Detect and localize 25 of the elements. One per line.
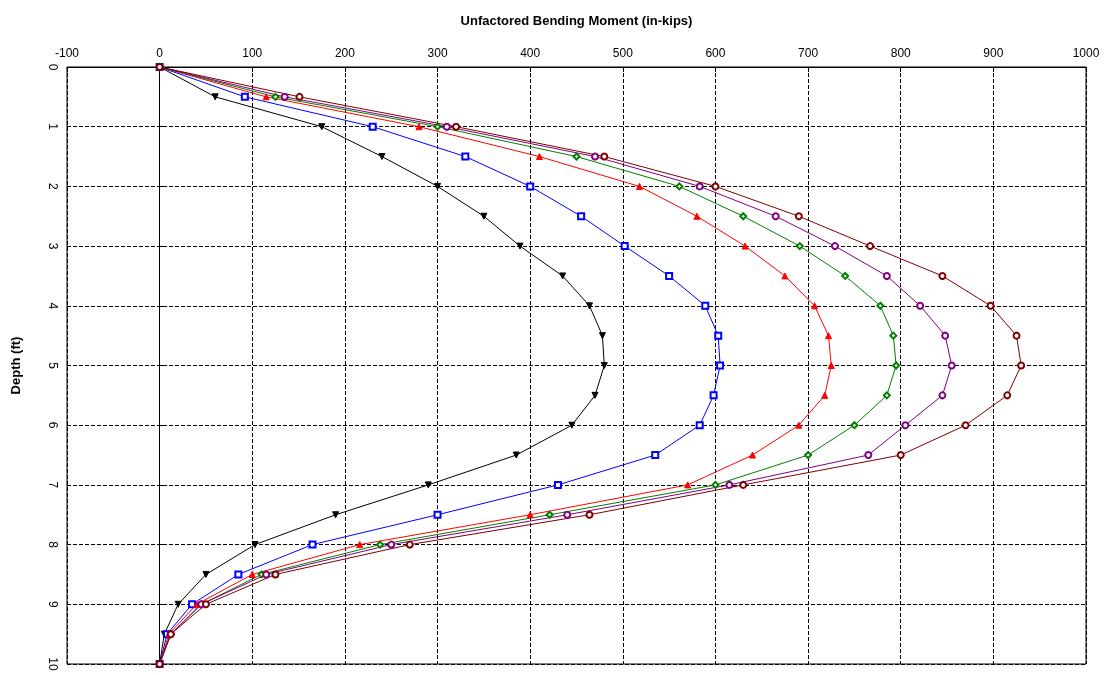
x-tick-label: 200 [334, 46, 356, 60]
x-tick-label: 500 [612, 46, 634, 60]
y-tick-label: 9 [46, 600, 60, 608]
x-tick-label: 400 [520, 46, 541, 60]
y-tick-label: 3 [46, 242, 60, 250]
y-tick-label: 2 [46, 183, 60, 191]
x-axis-title: Unfactored Bending Moment (in-kips) [460, 13, 693, 28]
x-tick-label: 1000 [1072, 46, 1100, 60]
y-axis-title: Depth (ft) [8, 336, 23, 395]
x-tick-label: 700 [798, 46, 819, 60]
y-tick-label: 1 [46, 123, 60, 131]
x-tick-label: 100 [242, 46, 263, 60]
y-tick-label: 0 [46, 63, 60, 71]
y-tick-label: 5 [46, 362, 60, 370]
y-tick-label: 7 [46, 481, 60, 489]
x-tick-label: 0 [156, 46, 164, 60]
x-tick-label: 300 [427, 46, 448, 60]
x-tick-label: -100 [54, 46, 80, 60]
y-tick-label: 6 [46, 421, 60, 429]
y-tick-label: 8 [46, 541, 60, 549]
x-tick-label: 900 [983, 46, 1004, 60]
x-tick-label: 800 [890, 46, 912, 60]
y-tick-label: 4 [46, 302, 60, 310]
y-tick-label: 10 [46, 657, 60, 671]
x-tick-label: 600 [705, 46, 726, 60]
